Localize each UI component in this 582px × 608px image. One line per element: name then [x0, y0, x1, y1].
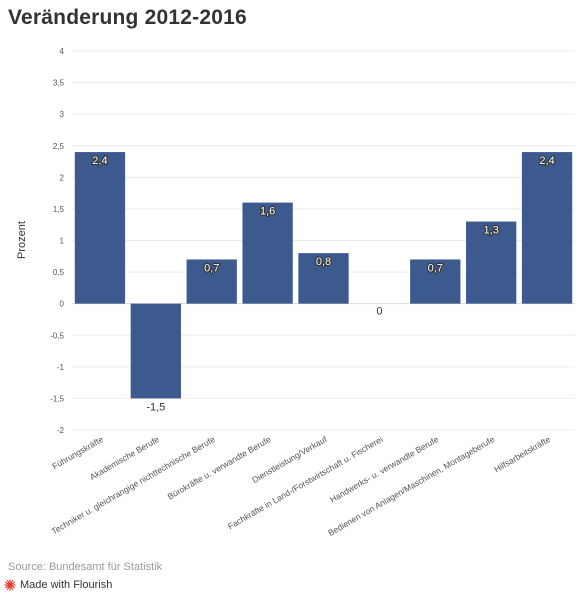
- y-tick-label: 2: [60, 173, 65, 182]
- bar[interactable]: [298, 253, 349, 304]
- value-label: 2,4: [539, 155, 554, 167]
- y-tick-label: 4: [60, 47, 65, 56]
- bars: [74, 152, 573, 399]
- y-tick-label: -1: [57, 363, 65, 372]
- value-label: 0,7: [204, 262, 219, 274]
- value-label: 0: [376, 306, 382, 318]
- y-tick-label: 1: [60, 237, 65, 246]
- y-tick-label: 2,5: [53, 142, 65, 151]
- flourish-logo-icon: [4, 579, 16, 591]
- y-tick-label: 3: [60, 110, 65, 119]
- y-tick-label: 3,5: [53, 79, 65, 88]
- y-tick-label: 0: [60, 300, 65, 309]
- value-label: 0,7: [428, 262, 443, 274]
- y-tick-label: 1,5: [53, 205, 65, 214]
- bar[interactable]: [130, 303, 181, 399]
- y-axis-label: Prozent: [16, 221, 28, 259]
- bar[interactable]: [74, 152, 126, 304]
- value-labels: 2,4 -1,5 0,7 1,6 0,8 0 0,7 1,3 2,4: [91, 154, 556, 413]
- x-tick-label: Hilfsarbeitskräfte: [492, 434, 552, 474]
- value-label: 1,3: [484, 225, 499, 237]
- value-label: 0,8: [316, 256, 331, 268]
- value-label: 1,6: [260, 206, 275, 218]
- x-tick-label: Handwerks- u. verwandte Berufe: [328, 434, 440, 505]
- flourish-credit-text: Made with Flourish: [20, 579, 113, 591]
- chart-title: Veränderung 2012-2016: [8, 6, 247, 29]
- bar[interactable]: [521, 152, 573, 304]
- y-tick-label: -1,5: [50, 394, 64, 403]
- bar[interactable]: [186, 259, 237, 304]
- y-axis-ticks: 4 3,5 3 2,5 2 1,5 1 0,5 0 -0,5 -1 -1,5 -2: [50, 47, 64, 435]
- bar-chart: 4 3,5 3 2,5 2 1,5 1 0,5 0 -0,5 -1 -1,5 -2 2,4 -1,5 0,7…: [16, 47, 575, 538]
- y-tick-label: -0,5: [50, 331, 64, 340]
- value-label: -1,5: [146, 401, 165, 413]
- source-note: Source: Bundesamt für Statistik: [8, 561, 163, 573]
- bar[interactable]: [410, 259, 461, 304]
- bar[interactable]: [242, 202, 293, 304]
- flourish-core: [7, 582, 13, 588]
- y-tick-label: -2: [57, 426, 65, 435]
- y-tick-label: 0,5: [53, 268, 65, 277]
- value-label: 2,4: [92, 155, 107, 167]
- bar[interactable]: [466, 221, 517, 304]
- x-tick-label: Führungskräfte: [50, 434, 105, 471]
- x-tick-label: Bürokräfte u. verwandte Berufe: [166, 434, 273, 502]
- flourish-credit[interactable]: Made with Flourish: [4, 579, 112, 591]
